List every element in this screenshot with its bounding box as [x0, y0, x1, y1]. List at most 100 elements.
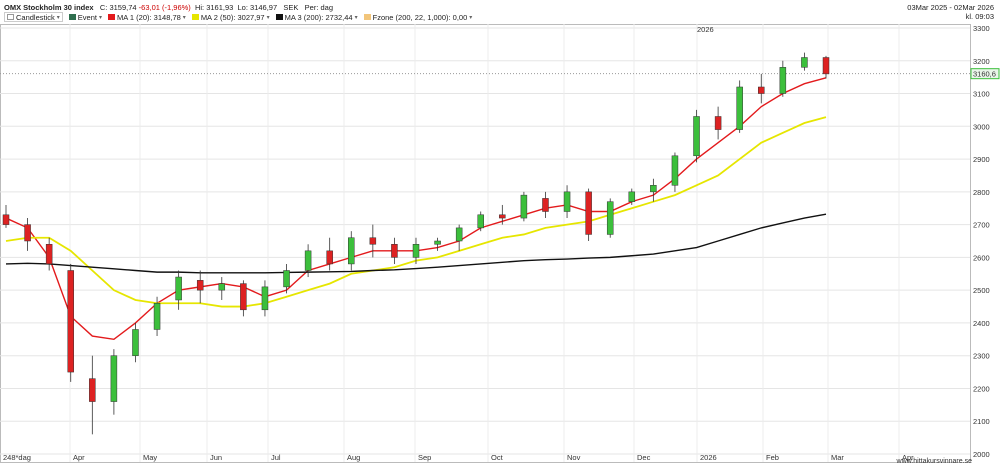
legend-ma1[interactable]: MA 1 (20): 3148,78 ▾ [108, 13, 186, 22]
legend-event[interactable]: Event ▾ [68, 12, 102, 22]
candle-body [240, 283, 247, 311]
candle-body [261, 286, 269, 311]
candle-body [650, 185, 657, 193]
candle-body [563, 191, 571, 212]
last-price-box [970, 68, 1000, 80]
y-tick-label: 3100 [973, 90, 990, 99]
site-credit[interactable]: www.hittakursvinnare.se [896, 458, 972, 465]
x-tick-label: Oct [491, 453, 504, 462]
y-tick-label: 2300 [973, 352, 990, 361]
dropdown-arrow-icon: ▾ [98, 14, 102, 21]
candle-body [499, 214, 506, 219]
y-axis: 2000 2100 2200 2300 2400 2500 2600 2700 2800 2900… [970, 24, 1000, 459]
legend-fzone[interactable]: Fzone (200, 22, 1,000): 0,00 ▾ [363, 12, 472, 22]
change-value: -63,01 (-1,96%) [138, 3, 191, 12]
candle-body [758, 86, 765, 94]
y-tick-label: 2200 [973, 384, 990, 393]
legend: Candlestick ▾ Event ▾ MA 1 (20): 3148,78 ▾ … [4, 12, 472, 22]
currency-value: SEK [283, 3, 299, 12]
candle-body [801, 57, 808, 68]
candle-body [348, 237, 355, 265]
moving-averages [5, 77, 827, 341]
y-tick-label: 2000 [973, 450, 990, 459]
dropdown-arrow-icon: ▾ [266, 14, 270, 21]
ma2-swatch [191, 14, 199, 20]
x-tick-label: Apr [73, 453, 85, 462]
year-marker: 2026 [697, 25, 714, 34]
legend-label: MA 3 (200): 2732,44 [284, 12, 353, 22]
ma-line [5, 116, 827, 308]
y-tick-label: 3200 [973, 57, 990, 66]
legend-label: Fzone (200, 22, 1,000): 0,00 [372, 12, 468, 22]
candle-body [520, 194, 528, 219]
candle-body [391, 244, 398, 258]
candle-body [175, 276, 182, 301]
x-tick-label: Apr [902, 453, 914, 462]
candle-body [110, 355, 118, 402]
high-value: Hi: 3161,93 [194, 3, 234, 12]
candle-body [304, 250, 312, 271]
dropdown-arrow-icon: ▾ [354, 14, 358, 21]
candle-body [218, 283, 226, 291]
x-tick-label: May [143, 453, 157, 462]
close-value: C: 3159,74 [99, 3, 137, 12]
y-tick-label: 2400 [973, 319, 990, 328]
candle-body [477, 214, 484, 229]
ma1-swatch [108, 14, 115, 20]
candle-body [542, 198, 549, 212]
candle-body [369, 237, 377, 245]
x-tick-label: Dec [637, 453, 651, 462]
y-tick-label: 2100 [973, 417, 990, 426]
time-stamp: kl. 09:03 [965, 12, 994, 21]
legend-label: Candlestick [16, 12, 55, 22]
x-tick-label: Feb [766, 453, 779, 462]
plot-frame [0, 24, 971, 463]
y-tick-label: 2600 [973, 253, 990, 262]
legend-candlestick[interactable]: Candlestick ▾ [4, 12, 63, 22]
x-tick-label: Sep [418, 453, 431, 462]
candle-body [196, 280, 204, 291]
candle-body [412, 244, 420, 258]
candle-body [24, 224, 31, 242]
low-value: Lo: 3146,97 [237, 3, 278, 12]
candle-body [434, 240, 441, 245]
x-axis: Apr May Jun Jul Aug Sep Oct Nov Dec 2026 Feb Mar Apr… [3, 25, 914, 462]
legend-label: MA 1 (20): 3148,78 [117, 12, 181, 22]
event-swatch [68, 14, 76, 20]
x-tick-label: Jun [210, 453, 222, 462]
dropdown-arrow-icon: ▾ [182, 14, 186, 21]
candle-body [822, 57, 830, 75]
y-tick-label: 2900 [973, 155, 990, 164]
x-tick-label: Mar [831, 453, 844, 462]
candle-body [2, 214, 10, 225]
legend-label: Event [77, 12, 97, 22]
candle-body [714, 116, 722, 130]
x-start-label: 248*dag [3, 453, 31, 462]
period-value: Per: dag [304, 3, 334, 12]
last-price-label: 3160,6 [973, 70, 996, 79]
legend-ma2[interactable]: MA 2 (50): 3027,97 ▾ [191, 12, 270, 22]
candle-body [153, 303, 161, 330]
legend-label: MA 2 (50): 3027,97 [200, 12, 265, 22]
date-range: 03Mar 2025 - 02Mar 2026 [907, 3, 994, 12]
quote-line: OMX Stockholm 30 index C: 3159,74 -63,01… [4, 3, 333, 12]
x-tick-label: Jul [271, 453, 281, 462]
candlestick-swatch [7, 14, 14, 20]
fzone-swatch [363, 14, 371, 20]
candle-body [326, 250, 333, 265]
candles [2, 52, 830, 435]
y-tick-label: 3000 [973, 122, 990, 131]
y-tick-label: 2700 [973, 221, 990, 230]
candle-body [283, 270, 290, 288]
candle-body [606, 201, 614, 235]
grid-lines [0, 24, 971, 463]
y-tick-label: 2800 [973, 188, 990, 197]
legend-ma3[interactable]: MA 3 (200): 2732,44 ▾ [275, 12, 358, 22]
dropdown-arrow-icon: ▾ [56, 14, 60, 21]
ma-line [5, 77, 827, 341]
date-info: 03Mar 2025 - 02Mar 2026 kl. 09:03 [907, 3, 994, 21]
x-tick-label: Nov [567, 453, 581, 462]
chart-header: OMX Stockholm 30 index C: 3159,74 -63,01… [0, 0, 1000, 24]
y-tick-label: 2500 [973, 286, 990, 295]
